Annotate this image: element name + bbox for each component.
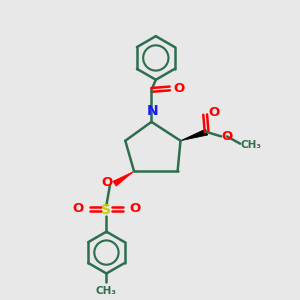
Polygon shape [113,171,134,186]
Polygon shape [181,129,208,141]
Text: O: O [129,202,140,215]
Text: N: N [147,104,159,118]
Text: O: O [208,106,219,119]
Text: O: O [101,176,112,189]
Text: S: S [101,203,111,218]
Text: CH₃: CH₃ [241,140,262,149]
Text: O: O [73,202,84,215]
Text: CH₃: CH₃ [96,286,117,296]
Text: O: O [222,130,233,143]
Text: O: O [173,82,184,95]
